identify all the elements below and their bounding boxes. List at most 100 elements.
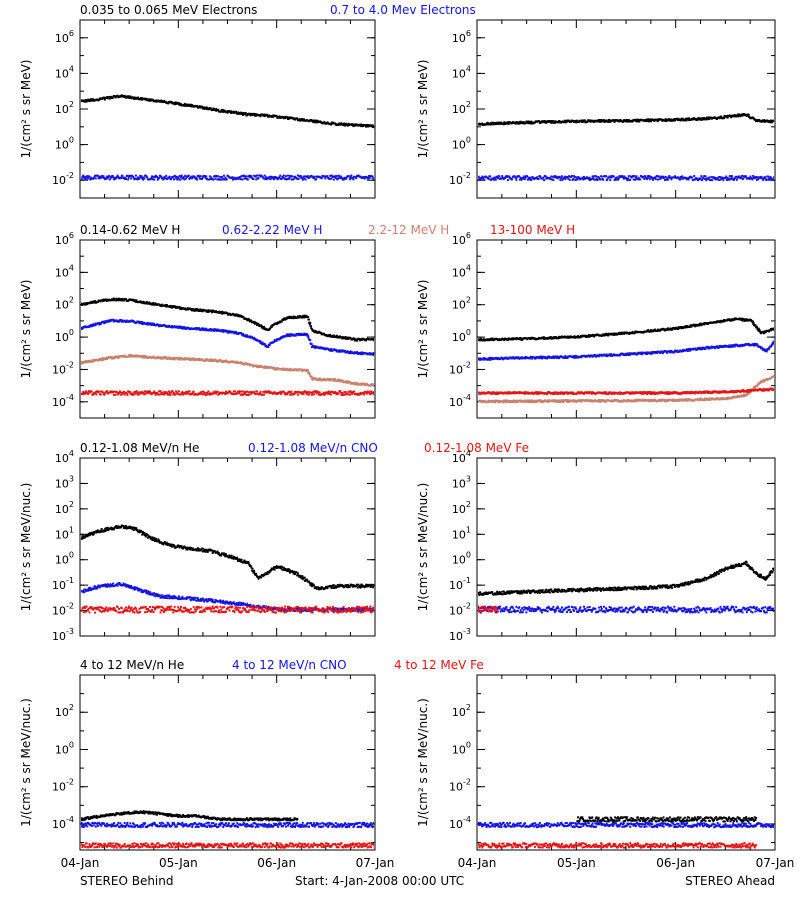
data-point	[567, 177, 570, 180]
data-point	[566, 176, 569, 179]
data-point	[195, 308, 197, 310]
data-point	[564, 177, 567, 180]
data-point	[268, 114, 270, 116]
data-point	[168, 390, 171, 393]
data-point	[732, 177, 735, 180]
data-point	[184, 104, 187, 107]
data-point	[329, 174, 332, 177]
data-point	[177, 392, 180, 395]
data-point	[685, 177, 688, 180]
data-point	[292, 317, 295, 320]
data-point	[164, 391, 167, 394]
data-point	[237, 177, 240, 180]
data-point	[320, 177, 323, 180]
data-point	[322, 377, 325, 380]
data-point	[635, 118, 638, 121]
data-point	[485, 123, 488, 126]
data-point	[127, 176, 130, 179]
data-point	[314, 391, 317, 394]
data-point	[87, 390, 90, 393]
data-point	[101, 359, 103, 361]
data-point	[284, 117, 287, 120]
data-point	[348, 178, 351, 181]
data-point	[214, 108, 217, 111]
data-point	[557, 177, 560, 180]
data-point	[338, 175, 341, 178]
data-point	[589, 179, 592, 182]
data-point	[214, 358, 217, 361]
data-point	[598, 119, 601, 121]
data-point	[105, 176, 108, 179]
data-point	[290, 333, 293, 336]
data-point	[156, 178, 159, 181]
data-point	[594, 178, 597, 181]
data-point	[303, 118, 306, 121]
data-point	[332, 175, 335, 178]
data-point	[82, 391, 85, 394]
data-point	[570, 174, 573, 177]
data-point	[526, 178, 529, 181]
data-point	[240, 175, 243, 178]
data-point	[258, 114, 261, 117]
data-point	[638, 120, 641, 123]
data-point	[344, 336, 347, 339]
data-point	[293, 393, 296, 396]
data-point	[539, 176, 542, 179]
data-point	[308, 393, 311, 396]
data-point	[178, 174, 181, 177]
data-point	[258, 393, 261, 396]
data-point	[521, 177, 524, 180]
data-point	[221, 328, 224, 331]
data-point	[360, 123, 363, 126]
data-point	[340, 393, 343, 396]
data-point	[492, 178, 495, 181]
data-point	[139, 98, 142, 101]
data-point	[317, 391, 320, 394]
data-point	[646, 119, 649, 122]
data-point	[296, 333, 299, 336]
data-point	[560, 177, 563, 180]
data-point	[643, 177, 646, 180]
y-tick-label: 10-4	[449, 393, 471, 409]
data-point	[208, 392, 211, 395]
data-point	[600, 175, 603, 178]
data-point	[310, 393, 313, 396]
data-point	[334, 175, 337, 178]
series-blue	[478, 174, 774, 182]
data-point	[244, 112, 247, 115]
data-point	[201, 105, 204, 108]
data-point	[348, 175, 351, 178]
data-point	[283, 177, 286, 180]
data-point	[220, 175, 223, 178]
data-point	[100, 176, 103, 179]
data-point	[228, 330, 231, 333]
data-point	[126, 96, 129, 99]
data-point	[742, 177, 745, 180]
data-point	[264, 367, 267, 370]
data-point	[333, 392, 336, 395]
data-point	[284, 335, 287, 338]
data-point	[134, 174, 137, 177]
data-point	[123, 393, 126, 396]
data-point	[94, 392, 97, 395]
data-point	[498, 175, 501, 178]
data-point	[90, 99, 93, 102]
data-point	[494, 178, 497, 181]
data-point	[199, 391, 202, 394]
data-point	[201, 308, 203, 311]
data-point	[182, 176, 185, 179]
data-point	[736, 176, 739, 179]
data-point	[117, 393, 120, 396]
data-point	[134, 177, 137, 180]
data-point	[92, 325, 94, 327]
data-point	[622, 177, 625, 180]
data-point	[355, 383, 358, 386]
data-point	[558, 176, 561, 179]
data-point	[355, 381, 358, 384]
data-point	[319, 377, 322, 379]
data-point	[282, 116, 285, 119]
data-point	[220, 310, 223, 313]
data-point	[141, 178, 144, 181]
data-point	[135, 299, 138, 302]
data-point	[300, 392, 303, 395]
